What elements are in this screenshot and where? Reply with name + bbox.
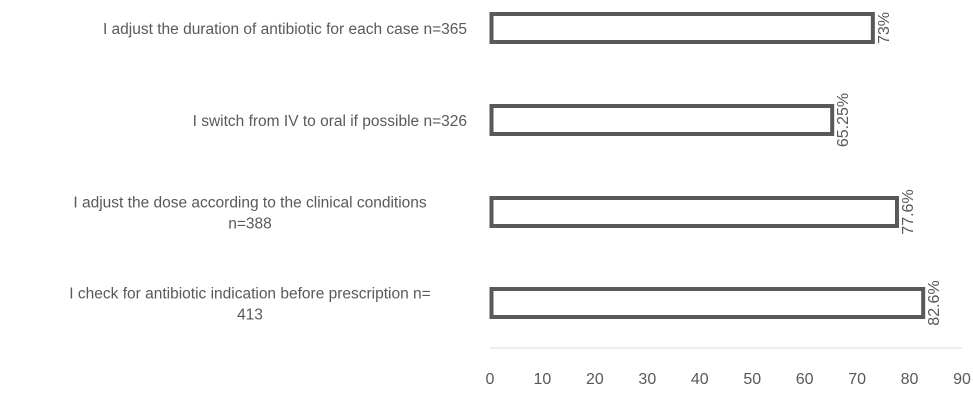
category-label: 413 xyxy=(237,307,263,324)
category-label: I adjust the duration of antibiotic for … xyxy=(103,21,467,38)
x-tick-label: 50 xyxy=(743,371,761,388)
data-label: 77.6% xyxy=(900,189,917,234)
x-tick-label: 70 xyxy=(848,371,866,388)
data-label: 65.25% xyxy=(835,93,852,147)
x-tick-label: 90 xyxy=(953,371,971,388)
x-tick-label: 10 xyxy=(534,371,552,388)
x-tick-label: 80 xyxy=(901,371,919,388)
x-tick-label: 40 xyxy=(691,371,709,388)
bar xyxy=(489,12,875,44)
bar xyxy=(489,287,926,319)
x-tick-label: 60 xyxy=(796,371,814,388)
bar xyxy=(489,104,835,136)
category-label: n=388 xyxy=(228,216,272,233)
category-label: I switch from IV to oral if possible n=3… xyxy=(193,113,467,130)
x-tick-label: 20 xyxy=(586,371,604,388)
data-label: 82.6% xyxy=(926,280,943,325)
data-label: 73% xyxy=(876,12,893,44)
x-tick-label: 0 xyxy=(486,371,495,388)
bar xyxy=(489,196,899,228)
category-label: I adjust the dose according to the clini… xyxy=(73,195,427,212)
category-label: I check for antibiotic indication before… xyxy=(69,286,430,303)
x-tick-label: 30 xyxy=(638,371,656,388)
